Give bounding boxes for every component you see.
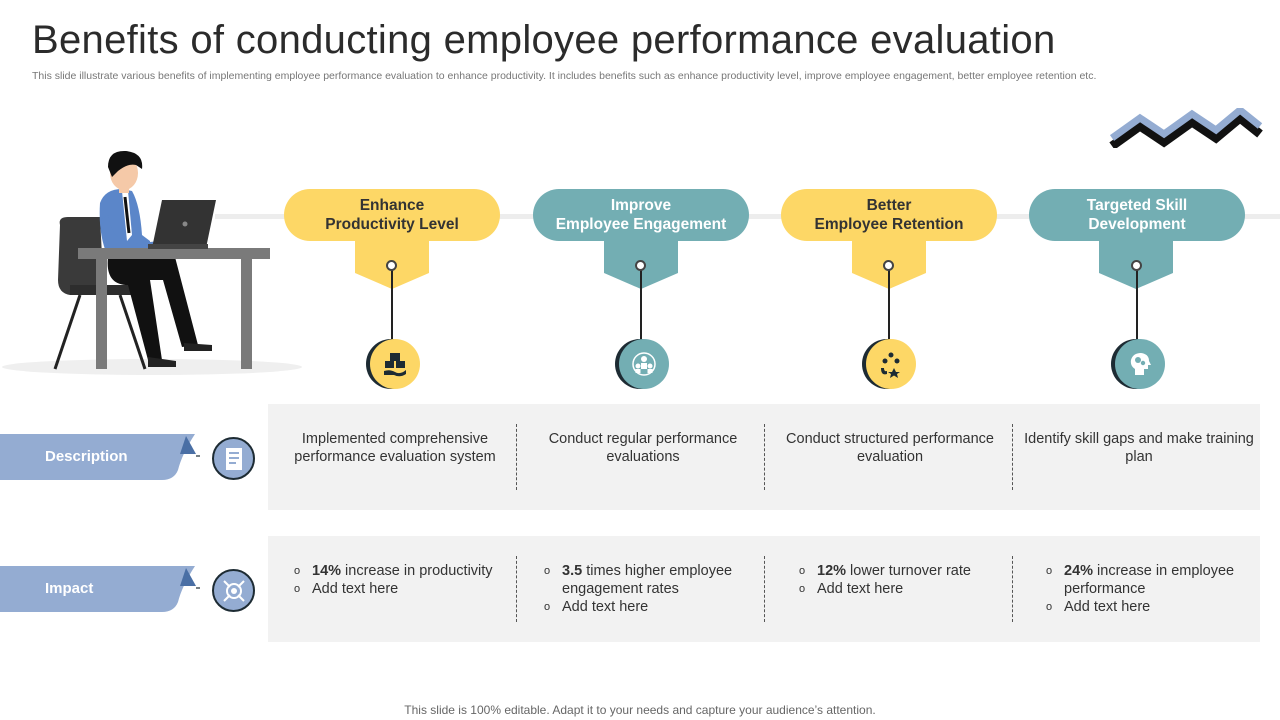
connector-dot bbox=[635, 260, 646, 271]
magnet-people-icon bbox=[866, 339, 916, 389]
dashed-divider bbox=[516, 424, 517, 490]
footer-note: This slide is 100% editable. Adapt it to… bbox=[404, 703, 876, 717]
description-panel: Implemented comprehensive performance ev… bbox=[268, 404, 1260, 510]
impact-cell: o 14% increase in productivity o Add text … bbox=[294, 562, 504, 598]
description-cell: Identify skill gaps and make training pl… bbox=[1024, 431, 1254, 465]
description-cell: Implemented comprehensive performance ev… bbox=[294, 431, 496, 465]
dashed-divider bbox=[764, 424, 765, 490]
impact-bullet: o Add text here bbox=[544, 599, 649, 615]
connector-stem bbox=[391, 266, 393, 341]
impact-bullet: o 3.5 times higher employee engagement ra… bbox=[544, 563, 733, 597]
target-icon bbox=[212, 569, 255, 612]
impact-label-banner bbox=[0, 566, 200, 612]
connector-stem bbox=[640, 266, 642, 341]
impact-panel: o 14% increase in productivity o Add text … bbox=[268, 536, 1260, 642]
dashed-divider bbox=[1012, 424, 1013, 490]
impact-label: Impact bbox=[45, 580, 94, 597]
person-at-desk-illustration bbox=[2, 150, 302, 375]
benefit-pill-engagement: Improve Employee Engagement bbox=[533, 189, 749, 241]
zigzag-decoration bbox=[1109, 108, 1263, 148]
dashed-divider bbox=[516, 556, 517, 622]
description-label: Description bbox=[45, 448, 128, 465]
connector-dot bbox=[1131, 260, 1142, 271]
description-cell: Conduct structured performance evaluatio… bbox=[786, 431, 994, 465]
team-network-icon bbox=[619, 339, 669, 389]
benefit-pill-productivity: Enhance Productivity Level bbox=[284, 189, 500, 241]
impact-cell: o 3.5 times higher employee engagement ra… bbox=[544, 562, 744, 616]
dashed-divider bbox=[764, 556, 765, 622]
connector-dot bbox=[386, 260, 397, 271]
connector-stem bbox=[1136, 266, 1138, 341]
document-icon bbox=[212, 437, 255, 480]
impact-bullet: o Add text here bbox=[1046, 599, 1151, 615]
benefit-pill-retention: Better Employee Retention bbox=[781, 189, 997, 241]
head-gears-icon bbox=[1115, 339, 1165, 389]
description-label-banner bbox=[0, 434, 200, 480]
impact-bullet: o 14% increase in productivity bbox=[294, 563, 493, 579]
impact-bullet: o 24% increase in employee performance bbox=[1046, 563, 1235, 597]
page-title: Benefits of conducting employee performa… bbox=[32, 18, 1056, 62]
benefit-pill-skill-development: Targeted Skill Development bbox=[1029, 189, 1245, 241]
page-subtitle: This slide illustrate various benefits o… bbox=[32, 70, 1097, 82]
connector-stem bbox=[888, 266, 890, 341]
impact-cell: o 12% lower turnover rate o Add text here bbox=[799, 562, 999, 598]
description-cell: Conduct regular performance evaluations bbox=[548, 431, 738, 465]
impact-bullet: o Add text here bbox=[799, 581, 904, 597]
impact-bullet: o 12% lower turnover rate bbox=[799, 563, 971, 579]
connector-dot bbox=[883, 260, 894, 271]
dashed-divider bbox=[1012, 556, 1013, 622]
hand-boxes-icon bbox=[370, 339, 420, 389]
impact-bullet: o Add text here bbox=[294, 581, 399, 597]
